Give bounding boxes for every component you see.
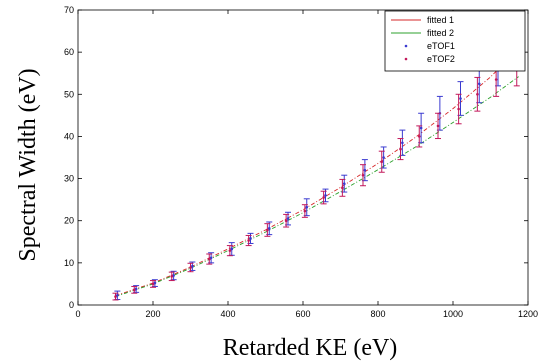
legend: fitted 1 fitted 2 eTOF1 eTOF2 <box>384 10 526 72</box>
x-tick-label: 0 <box>75 309 80 319</box>
data-point <box>286 217 290 220</box>
data-point <box>114 295 117 298</box>
y-tick-label: 20 <box>64 216 74 226</box>
data-point <box>249 237 252 240</box>
data-point <box>191 264 194 268</box>
legend-label: eTOF2 <box>427 54 455 64</box>
data-point <box>230 247 234 251</box>
data-point <box>477 82 481 86</box>
data-point <box>417 135 421 138</box>
x-axis-title: Retarded KE (eV) <box>223 335 398 361</box>
data-point <box>419 126 423 130</box>
x-tick-label: 200 <box>145 309 160 319</box>
y-tick-label: 30 <box>64 174 74 184</box>
fit-line-fitted-2 <box>115 76 519 298</box>
y-tick-label: 40 <box>64 131 74 141</box>
data-point <box>170 275 174 278</box>
data-point <box>380 160 384 164</box>
data-point <box>476 92 479 96</box>
data-point <box>459 97 462 100</box>
axes: 0 200 400 600 800 1000 1200 0 10 20 30 40 50 60 70 <box>64 5 538 319</box>
data-point <box>494 78 498 81</box>
data-point <box>457 107 460 111</box>
data-point <box>401 141 404 145</box>
data-point <box>303 209 307 213</box>
x-tick-label: 800 <box>370 309 385 319</box>
data-point <box>116 294 119 297</box>
legend-swatch <box>404 57 408 61</box>
y-tick-label: 10 <box>64 258 74 268</box>
fit-line-fitted-1 <box>115 48 519 297</box>
data-point <box>284 219 288 223</box>
data-point <box>436 124 440 128</box>
y-tick-label: 60 <box>64 47 74 57</box>
data-point <box>209 256 213 260</box>
data-point <box>247 239 250 242</box>
y-axis-title: Spectral Width (eV) <box>15 68 41 261</box>
data-point <box>382 156 385 159</box>
x-tick-label: 1200 <box>518 309 538 319</box>
data-point <box>305 205 309 209</box>
data-point <box>228 249 232 252</box>
legend-box <box>384 10 526 72</box>
data-point <box>324 194 327 197</box>
y-tick-label: 70 <box>64 5 74 15</box>
x-tick-label: 600 <box>295 309 310 319</box>
y-tick-label: 50 <box>64 89 74 99</box>
data-point <box>267 227 271 230</box>
data-point <box>266 228 269 232</box>
x-tick-label: 400 <box>220 309 235 319</box>
data-point <box>151 282 155 286</box>
data-point <box>342 182 346 185</box>
x-tick-label: 1000 <box>443 309 463 319</box>
data-point <box>189 266 192 269</box>
legend-swatch <box>404 44 408 48</box>
data-point <box>363 168 367 172</box>
data-point <box>341 186 344 190</box>
legend-label: fitted 2 <box>427 28 454 38</box>
legend-label: eTOF1 <box>427 41 455 51</box>
legend-label: fitted 1 <box>427 15 454 25</box>
data-point <box>361 173 365 177</box>
data-point <box>132 288 136 292</box>
data-point <box>322 196 325 199</box>
y-tick-label: 0 <box>69 300 74 310</box>
data-point <box>207 257 211 261</box>
data-point <box>399 147 402 151</box>
